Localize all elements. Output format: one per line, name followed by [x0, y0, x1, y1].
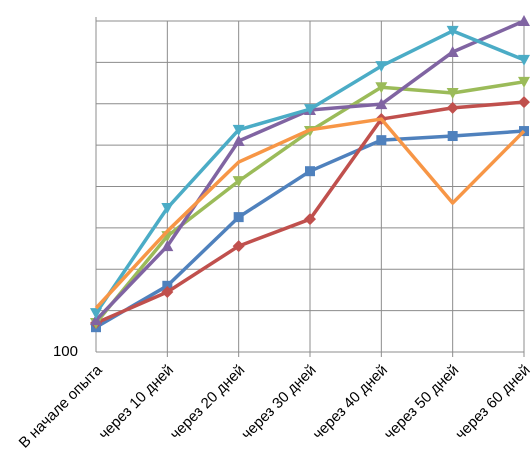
point — [304, 104, 316, 116]
series-line — [94, 117, 526, 310]
x-tick-label: через 40 дней — [310, 362, 391, 443]
point — [304, 213, 316, 226]
point — [447, 131, 458, 142]
point — [375, 82, 388, 94]
y-tick-label: 100 — [53, 343, 78, 360]
point — [90, 308, 102, 320]
point — [90, 314, 102, 326]
point — [518, 54, 530, 66]
point — [518, 15, 530, 26]
point — [162, 280, 173, 291]
x-tick-label: через 10 дней — [96, 362, 177, 443]
x-tick-label: В начале опыта — [16, 361, 106, 451]
point — [232, 124, 245, 136]
point — [161, 240, 174, 252]
point — [232, 240, 245, 253]
point — [446, 87, 459, 99]
point — [518, 76, 530, 88]
point — [161, 203, 174, 215]
point — [161, 286, 174, 299]
point — [446, 25, 459, 37]
x-tick-label: через 60 дней — [452, 362, 531, 443]
x-tick-label: через 20 дней — [167, 362, 248, 443]
point — [233, 212, 244, 223]
point — [375, 61, 388, 73]
point — [375, 98, 388, 110]
point — [232, 134, 245, 146]
point — [376, 135, 387, 146]
x-tick-label: через 30 дней — [238, 362, 319, 443]
point — [446, 46, 459, 58]
point — [232, 176, 245, 188]
point — [305, 166, 315, 177]
x-tick-label: через 50 дней — [381, 362, 462, 443]
point — [446, 101, 459, 114]
point — [518, 96, 530, 109]
